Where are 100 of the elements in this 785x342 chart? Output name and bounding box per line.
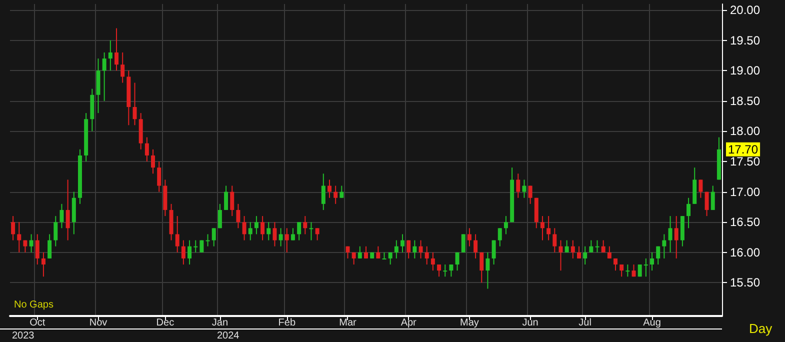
candlestick bbox=[278, 228, 283, 247]
candlestick bbox=[480, 252, 484, 284]
candlestick bbox=[114, 28, 118, 72]
candlestick bbox=[272, 222, 277, 247]
x-tick-label: Nov bbox=[89, 318, 108, 328]
candlestick bbox=[266, 222, 271, 241]
x-tick-label: May bbox=[460, 318, 479, 328]
candlestick bbox=[583, 246, 588, 266]
y-tick-label: 19.00 bbox=[730, 64, 760, 78]
candlestick bbox=[698, 179, 703, 198]
candlestick bbox=[528, 185, 532, 204]
candlestick bbox=[474, 234, 478, 259]
candlestick bbox=[455, 252, 460, 272]
candlestick bbox=[352, 252, 356, 266]
candlestick bbox=[194, 240, 198, 253]
x-tick-label: Feb bbox=[278, 318, 296, 328]
candlestick bbox=[236, 203, 240, 229]
candlestick bbox=[212, 228, 216, 247]
candlestick bbox=[607, 246, 612, 259]
candlestick bbox=[224, 185, 228, 210]
candlestick bbox=[260, 216, 265, 241]
candlestick bbox=[546, 216, 551, 241]
candlestick bbox=[66, 179, 70, 241]
y-tick-label: 16.00 bbox=[730, 245, 760, 260]
candlestick bbox=[704, 191, 709, 217]
candlestick bbox=[576, 246, 581, 259]
candlestick bbox=[200, 240, 204, 253]
candlestick bbox=[388, 252, 392, 266]
x-tick-label: Mar bbox=[339, 318, 358, 328]
candlestick bbox=[644, 258, 648, 278]
candlestick bbox=[412, 240, 417, 259]
x-tick-label: Aug bbox=[643, 318, 661, 328]
candlestick bbox=[108, 40, 112, 72]
candlestick bbox=[601, 240, 606, 253]
candlestick bbox=[570, 240, 575, 259]
candlestick bbox=[492, 240, 496, 266]
candlestick bbox=[522, 179, 526, 198]
candlestick bbox=[17, 222, 22, 253]
candlestick bbox=[334, 185, 338, 204]
y-tick-label: 20.00 bbox=[730, 3, 760, 18]
x-tick-label: Dec bbox=[156, 318, 174, 328]
candlestick bbox=[443, 264, 448, 278]
candlestick bbox=[668, 216, 672, 253]
candlestick bbox=[589, 240, 594, 253]
candlestick bbox=[181, 240, 186, 266]
candlestick bbox=[303, 216, 308, 235]
x-tick-label: Oct bbox=[30, 318, 46, 328]
candlestick bbox=[151, 148, 156, 174]
candlestick bbox=[461, 234, 466, 253]
candlestick bbox=[595, 240, 600, 253]
candlestick bbox=[102, 52, 106, 102]
y-tick-label: 16.50 bbox=[730, 215, 760, 230]
candlestick bbox=[120, 52, 125, 84]
candlestick bbox=[29, 234, 34, 253]
x-tick-label: Jun bbox=[522, 318, 538, 328]
candlestick bbox=[11, 216, 16, 241]
candlestick bbox=[540, 216, 544, 241]
candlestick bbox=[437, 264, 442, 278]
candlestick bbox=[418, 240, 423, 259]
candlestick bbox=[394, 240, 398, 259]
x-tick-label: Jul bbox=[578, 318, 592, 328]
candlestick bbox=[358, 246, 362, 259]
candlestick bbox=[321, 173, 326, 210]
candlestick bbox=[48, 234, 52, 259]
candlestick bbox=[430, 252, 435, 272]
candlestick bbox=[376, 246, 380, 259]
candlestick bbox=[157, 161, 162, 192]
candlestick bbox=[218, 203, 222, 229]
candlestick bbox=[327, 179, 332, 198]
candlestick bbox=[382, 252, 386, 260]
candlestick bbox=[206, 234, 210, 247]
annotation: No Gaps bbox=[14, 300, 54, 310]
candlestick bbox=[346, 246, 350, 259]
y-tick-label: 17.00 bbox=[730, 184, 760, 199]
candlestick bbox=[516, 173, 520, 198]
candlestick bbox=[558, 240, 563, 272]
candlestick bbox=[175, 216, 180, 253]
candlestick bbox=[686, 197, 691, 229]
y-tick-label: 18.00 bbox=[730, 124, 760, 138]
candlestick bbox=[400, 234, 405, 253]
candlestick bbox=[340, 185, 344, 198]
candlestick bbox=[504, 216, 508, 235]
candlestick bbox=[254, 216, 258, 235]
candlestick bbox=[144, 136, 149, 162]
candlestick bbox=[230, 185, 234, 217]
candlestick bbox=[54, 216, 58, 247]
text: 2024 bbox=[217, 330, 240, 342]
candlestick bbox=[364, 246, 368, 259]
text: Day bbox=[749, 321, 773, 336]
y-tick-label: 18.50 bbox=[730, 94, 760, 108]
candlestick bbox=[626, 264, 630, 278]
x-tick-label: Jan bbox=[212, 318, 228, 328]
candlestick bbox=[467, 228, 472, 247]
candlestick bbox=[632, 264, 636, 278]
candlestick bbox=[614, 258, 618, 272]
candlestick bbox=[662, 234, 666, 259]
candlestick bbox=[41, 252, 46, 278]
candlestick bbox=[242, 216, 246, 241]
candlestick bbox=[297, 222, 302, 241]
candlestick bbox=[486, 252, 490, 290]
